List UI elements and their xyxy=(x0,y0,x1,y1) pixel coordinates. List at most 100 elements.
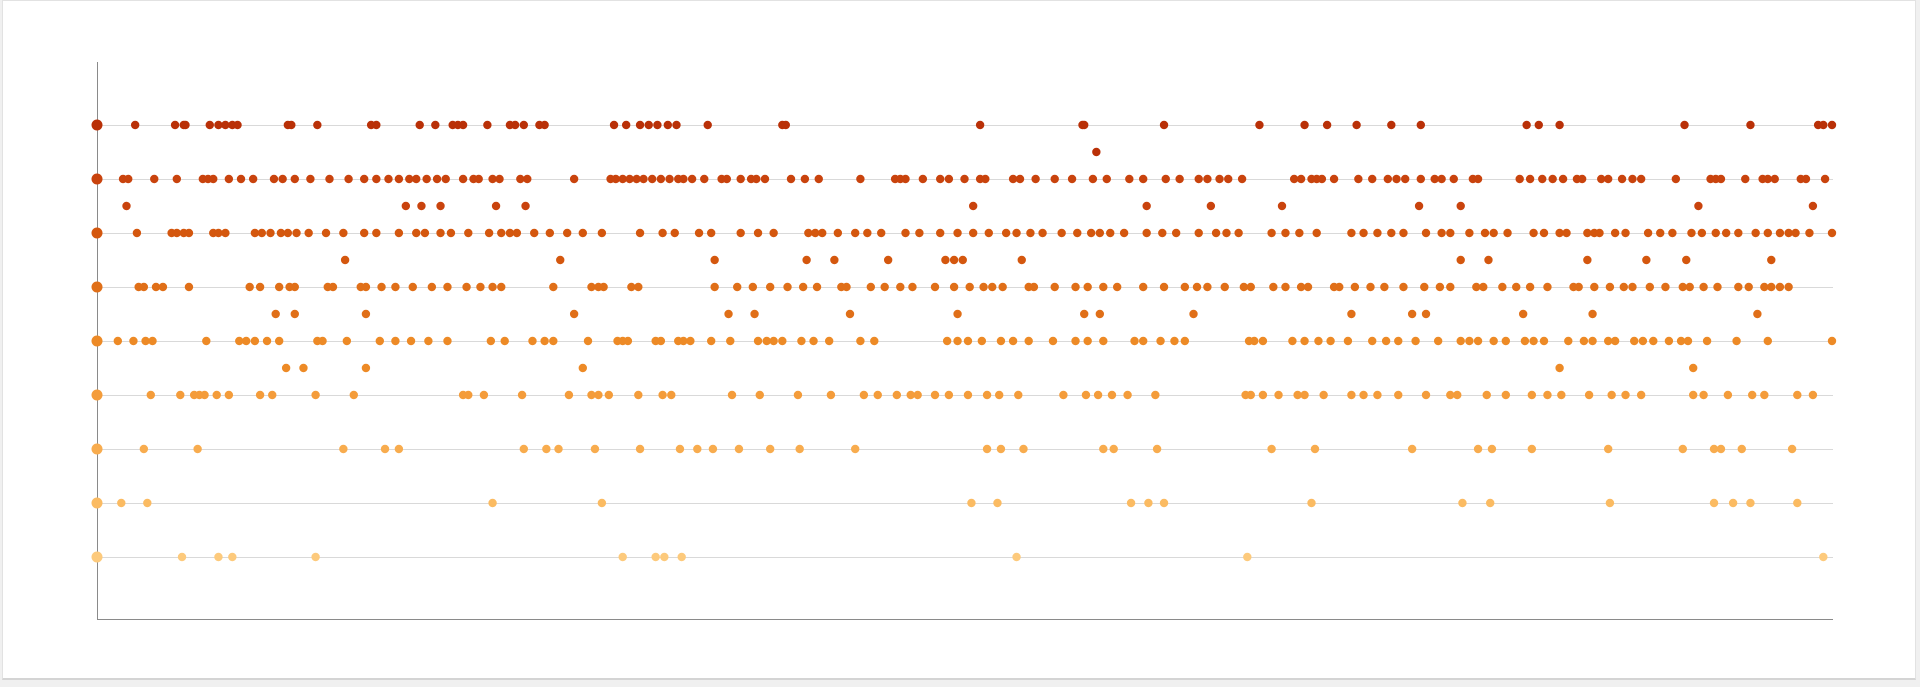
data-point xyxy=(202,336,211,346)
data-point xyxy=(484,228,494,238)
data-point xyxy=(1619,282,1629,292)
data-point xyxy=(1583,228,1592,238)
data-point xyxy=(1689,390,1698,400)
data-point xyxy=(458,174,468,184)
data-point xyxy=(1713,282,1722,292)
data-point xyxy=(150,174,159,184)
data-point xyxy=(377,282,386,292)
data-point xyxy=(344,174,353,184)
data-point xyxy=(936,174,945,184)
data-point xyxy=(1399,228,1408,238)
data-point xyxy=(1237,174,1247,184)
data-point xyxy=(783,282,792,292)
data-point xyxy=(1175,174,1184,184)
data-point xyxy=(798,282,808,292)
data-point xyxy=(1125,174,1134,184)
data-point xyxy=(793,390,803,400)
data-point xyxy=(1527,390,1537,400)
data-point xyxy=(193,444,202,454)
data-point xyxy=(311,552,320,562)
data-point-offset xyxy=(578,363,587,373)
data-point xyxy=(1562,228,1571,238)
data-point xyxy=(648,174,657,184)
data-point xyxy=(866,282,876,292)
data-point xyxy=(1083,336,1092,346)
data-point xyxy=(906,390,915,400)
data-point xyxy=(1255,120,1264,130)
data-point xyxy=(658,390,667,400)
data-point xyxy=(915,228,924,238)
data-point-offset xyxy=(569,309,579,319)
data-point xyxy=(554,444,563,454)
data-point xyxy=(245,282,254,292)
data-point xyxy=(587,282,596,292)
data-point xyxy=(1597,174,1606,184)
data-point xyxy=(1746,120,1755,130)
data-point xyxy=(1102,174,1111,184)
data-point-offset xyxy=(1518,309,1528,319)
data-point xyxy=(812,282,822,292)
data-point xyxy=(672,120,681,130)
data-point xyxy=(562,228,572,238)
data-point xyxy=(512,228,522,238)
data-point xyxy=(726,336,735,346)
data-point xyxy=(91,551,103,563)
data-point xyxy=(753,228,763,238)
data-point xyxy=(930,282,940,292)
data-point xyxy=(255,390,265,400)
data-point xyxy=(132,228,142,238)
data-point xyxy=(221,228,230,238)
data-point xyxy=(748,282,758,292)
data-point xyxy=(1119,228,1129,238)
data-point xyxy=(1352,120,1361,130)
data-point xyxy=(1038,228,1047,238)
data-point xyxy=(1808,390,1818,400)
data-point xyxy=(1314,336,1323,346)
data-point xyxy=(274,336,284,346)
data-point xyxy=(1246,390,1255,400)
data-point xyxy=(325,174,334,184)
data-point xyxy=(977,336,987,346)
data-point xyxy=(268,390,277,400)
data-point xyxy=(1649,336,1658,346)
data-point xyxy=(523,174,532,184)
data-point xyxy=(474,174,483,184)
data-point xyxy=(1416,120,1426,130)
data-point xyxy=(1158,228,1167,238)
data-point xyxy=(1636,174,1646,184)
data-point-offset xyxy=(1583,255,1592,265)
data-point xyxy=(1723,390,1733,400)
data-point xyxy=(1144,498,1153,508)
data-point xyxy=(635,120,645,130)
data-point-offset xyxy=(830,255,839,265)
data-point xyxy=(1473,336,1483,346)
data-point xyxy=(1288,336,1297,346)
data-point xyxy=(1081,390,1091,400)
data-point xyxy=(660,552,669,562)
data-point-offset xyxy=(750,309,759,319)
data-point xyxy=(1628,282,1637,292)
data-point xyxy=(1180,282,1190,292)
data-point xyxy=(406,336,416,346)
data-point xyxy=(949,282,959,292)
data-point xyxy=(408,282,417,292)
data-point xyxy=(1407,444,1417,454)
data-point xyxy=(1012,552,1021,562)
data-point-offset xyxy=(1080,309,1089,319)
data-point xyxy=(618,552,627,562)
data-point xyxy=(1383,174,1393,184)
data-point xyxy=(892,390,902,400)
data-point xyxy=(91,173,103,185)
data-point xyxy=(769,228,778,238)
data-point-offset xyxy=(1555,363,1564,373)
data-point xyxy=(618,174,627,184)
data-point xyxy=(811,228,820,238)
data-point xyxy=(896,282,905,292)
data-point xyxy=(1234,228,1243,238)
data-point xyxy=(139,282,149,292)
data-point xyxy=(250,228,260,238)
data-point-offset xyxy=(361,363,371,373)
data-point xyxy=(549,336,558,346)
data-point xyxy=(981,174,990,184)
data-point xyxy=(1180,336,1190,346)
